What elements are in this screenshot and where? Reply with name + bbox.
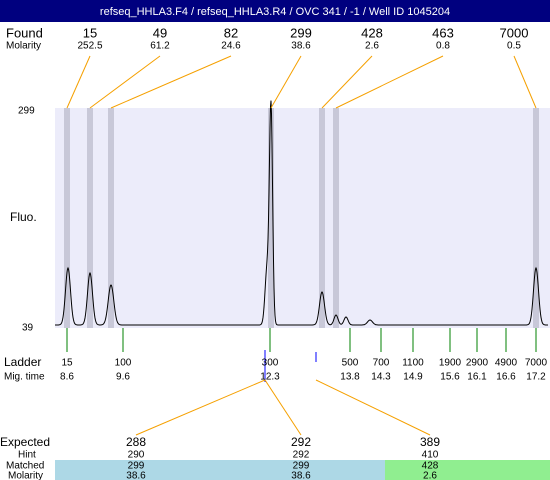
found-molarity: 0.8 bbox=[436, 41, 450, 52]
found-label: Found bbox=[6, 25, 43, 40]
peak-band bbox=[108, 108, 114, 328]
matched-size: 299 bbox=[293, 461, 310, 472]
ladder-size: 300 bbox=[262, 358, 279, 369]
peak-band bbox=[64, 108, 70, 328]
ladder-size: 15 bbox=[61, 358, 73, 369]
ladder-time: 15.6 bbox=[440, 372, 460, 383]
found-size: 299 bbox=[290, 25, 312, 40]
connector bbox=[110, 55, 232, 109]
connector bbox=[335, 55, 444, 109]
connector bbox=[135, 379, 266, 436]
found-size: 15 bbox=[83, 25, 97, 40]
y-top-label: 299 bbox=[18, 106, 35, 117]
title: refseq_HHLA3.F4 / refseq_HHLA3.R4 / OVC … bbox=[100, 6, 450, 18]
connector bbox=[270, 55, 302, 109]
ladder-time: 9.6 bbox=[116, 372, 130, 383]
ladder-time: 13.8 bbox=[340, 372, 360, 383]
y-bottom-label: 39 bbox=[22, 323, 34, 334]
ladder-size: 1900 bbox=[439, 358, 462, 369]
expected-size: 288 bbox=[126, 435, 146, 449]
ladder-time: 8.6 bbox=[60, 372, 74, 383]
found-size: 463 bbox=[432, 25, 454, 40]
ladder-time: 12.3 bbox=[260, 372, 280, 383]
connector bbox=[264, 379, 302, 436]
peak-band bbox=[319, 108, 325, 328]
peak-band bbox=[87, 108, 93, 328]
peak-band bbox=[333, 108, 339, 328]
molarity-label: Molarity bbox=[6, 41, 41, 52]
ladder-time: 14.9 bbox=[403, 372, 423, 383]
found-molarity: 61.2 bbox=[150, 41, 170, 52]
found-molarity: 252.5 bbox=[77, 41, 102, 52]
matched-size: 428 bbox=[422, 461, 439, 472]
hint-size: 410 bbox=[422, 450, 439, 461]
connector bbox=[315, 379, 431, 436]
expected-size: 389 bbox=[420, 435, 440, 449]
connector bbox=[513, 55, 537, 109]
matched-bg bbox=[55, 460, 385, 480]
matched-molarity: 38.6 bbox=[126, 471, 146, 480]
mig-time-label: Mig. time bbox=[4, 372, 45, 383]
matched-molarity: 2.6 bbox=[423, 471, 437, 480]
found-molarity: 24.6 bbox=[221, 41, 241, 52]
matched-size: 299 bbox=[128, 461, 145, 472]
connector bbox=[321, 55, 373, 109]
found-size: 82 bbox=[224, 25, 238, 40]
ladder-label: Ladder bbox=[4, 355, 41, 369]
found-molarity: 0.5 bbox=[507, 41, 521, 52]
hint-size: 290 bbox=[128, 450, 145, 461]
found-size: 49 bbox=[153, 25, 167, 40]
ladder-size: 7000 bbox=[525, 358, 548, 369]
ladder-size: 2900 bbox=[466, 358, 489, 369]
ladder-size: 700 bbox=[373, 358, 390, 369]
ladder-time: 16.6 bbox=[496, 372, 516, 383]
matched-bg bbox=[385, 460, 550, 480]
peak-band bbox=[268, 108, 274, 328]
connector bbox=[89, 55, 161, 109]
ladder-size: 1100 bbox=[402, 358, 424, 369]
ladder-size: 4900 bbox=[495, 358, 518, 369]
y-axis-label: Fluo. bbox=[10, 210, 37, 224]
matched-label: Matched bbox=[6, 461, 44, 472]
plot-area bbox=[55, 108, 550, 328]
expected-size: 292 bbox=[291, 435, 311, 449]
hint-size: 292 bbox=[293, 450, 310, 461]
title-bar bbox=[0, 0, 550, 22]
connector bbox=[66, 55, 91, 109]
found-molarity: 2.6 bbox=[365, 41, 379, 52]
trace bbox=[55, 100, 548, 326]
ladder-size: 100 bbox=[115, 358, 132, 369]
molarity-label: Molarity bbox=[8, 471, 43, 480]
found-size: 7000 bbox=[500, 25, 529, 40]
hint-label: Hint bbox=[18, 450, 36, 461]
ladder-time: 16.1 bbox=[467, 372, 487, 383]
matched-molarity: 38.6 bbox=[291, 471, 311, 480]
found-size: 428 bbox=[361, 25, 383, 40]
ladder-time: 14.3 bbox=[371, 372, 391, 383]
ladder-time: 17.2 bbox=[526, 372, 546, 383]
expected-label: Expected bbox=[0, 435, 50, 449]
ladder-size: 500 bbox=[342, 358, 359, 369]
found-molarity: 38.6 bbox=[291, 41, 311, 52]
peak-band bbox=[533, 108, 539, 328]
